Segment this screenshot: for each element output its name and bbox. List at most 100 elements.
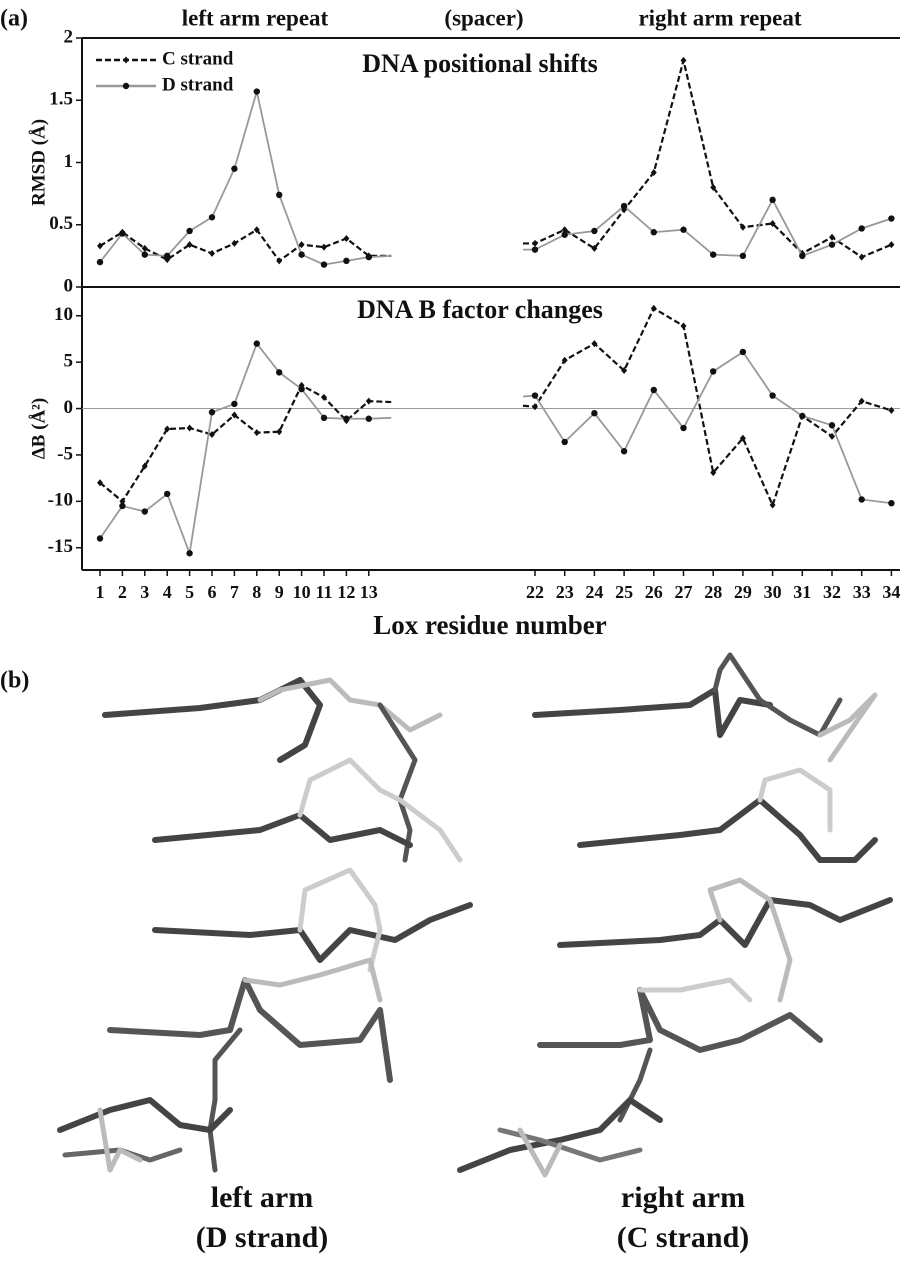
point	[209, 214, 215, 220]
molecule-left	[60, 680, 470, 1170]
y-tick-label: 0	[64, 397, 74, 418]
point	[254, 88, 260, 94]
panel-label: (b)	[0, 668, 29, 694]
point	[888, 407, 894, 414]
point	[799, 253, 805, 259]
x-tick-label: 29	[734, 582, 752, 602]
point	[366, 398, 372, 405]
series-line	[100, 385, 391, 501]
point	[621, 448, 627, 454]
point	[97, 259, 103, 265]
chart-title: DNA B factor changes	[357, 295, 603, 324]
caption: (D strand)	[196, 1221, 329, 1254]
point	[142, 251, 148, 257]
series-line	[523, 200, 891, 256]
point	[186, 228, 192, 234]
y-tick-label: 2	[64, 26, 74, 47]
legend-marker	[123, 57, 129, 64]
series-line	[523, 352, 891, 503]
x-tick-label: 28	[704, 582, 722, 602]
region-label: right arm repeat	[638, 5, 801, 30]
caption: left arm	[211, 1181, 313, 1214]
point	[209, 250, 215, 257]
point	[343, 258, 349, 264]
y-tick-label: 5	[64, 351, 74, 372]
x-tick-label: 23	[556, 582, 574, 602]
point	[769, 197, 775, 203]
point	[591, 410, 597, 416]
x-tick-label: 6	[208, 582, 217, 602]
x-tick-label: 26	[645, 582, 663, 602]
point	[366, 416, 372, 422]
x-tick-label: 30	[764, 582, 782, 602]
x-tick-label: 9	[275, 582, 284, 602]
series-line	[523, 308, 891, 505]
point	[186, 550, 192, 556]
x-tick-label: 8	[252, 582, 261, 602]
x-tick-label: 12	[337, 582, 355, 602]
y-axis-label: ΔB (Å²)	[28, 398, 49, 459]
panel-label: (a)	[0, 6, 28, 32]
x-tick-label: 31	[793, 582, 811, 602]
caption: right arm	[621, 1181, 745, 1214]
point	[276, 257, 282, 264]
series-line	[100, 344, 391, 554]
x-tick-label: 34	[882, 582, 900, 602]
region-label: (spacer)	[444, 5, 523, 30]
point	[254, 340, 260, 346]
point	[298, 386, 304, 392]
x-axis-label: Lox residue number	[373, 610, 607, 640]
y-axis-label: RMSD (Å)	[28, 119, 49, 206]
legend-label: C strand	[162, 48, 234, 69]
point	[651, 387, 657, 393]
point	[532, 240, 538, 247]
y-tick-label: 10	[54, 304, 73, 325]
x-tick-label: 22	[526, 582, 544, 602]
point	[651, 229, 657, 235]
point	[710, 251, 716, 257]
point	[740, 253, 746, 259]
point	[888, 241, 894, 248]
point	[366, 254, 372, 260]
point	[829, 241, 835, 247]
point	[119, 503, 125, 509]
y-tick-label: -5	[57, 443, 73, 464]
x-tick-label: 13	[360, 582, 378, 602]
x-tick-label: 4	[163, 582, 172, 602]
point	[681, 322, 687, 329]
point	[680, 227, 686, 233]
point	[859, 254, 865, 261]
point	[164, 491, 170, 497]
point	[680, 425, 686, 431]
point	[343, 235, 349, 242]
point	[276, 192, 282, 198]
page: (a) left arm repeat (spacer) right arm r…	[0, 0, 901, 1274]
point	[276, 369, 282, 375]
point	[164, 253, 170, 259]
legend-label: D strand	[162, 74, 234, 95]
x-tick-label: 7	[230, 582, 239, 602]
point	[532, 392, 538, 398]
series-line	[523, 60, 891, 257]
point	[142, 508, 148, 514]
x-tick-label: 5	[185, 582, 194, 602]
caption: (C strand)	[617, 1221, 750, 1254]
point	[621, 203, 627, 209]
region-label: left arm repeat	[182, 5, 329, 30]
x-tick-label: 25	[615, 582, 633, 602]
y-tick-label: -15	[48, 536, 73, 557]
point	[321, 244, 327, 251]
x-tick-label: 11	[315, 582, 332, 602]
point	[859, 225, 865, 231]
point	[562, 232, 568, 238]
figure: (a) left arm repeat (spacer) right arm r…	[0, 0, 901, 1274]
point	[231, 166, 237, 172]
point	[888, 500, 894, 506]
point	[321, 415, 327, 421]
y-tick-label: 1.5	[49, 89, 73, 110]
y-tick-label: 1	[64, 151, 74, 172]
molecule-right	[460, 655, 890, 1175]
point	[532, 403, 538, 410]
point	[254, 429, 260, 436]
y-tick-label: 0.5	[49, 213, 73, 234]
